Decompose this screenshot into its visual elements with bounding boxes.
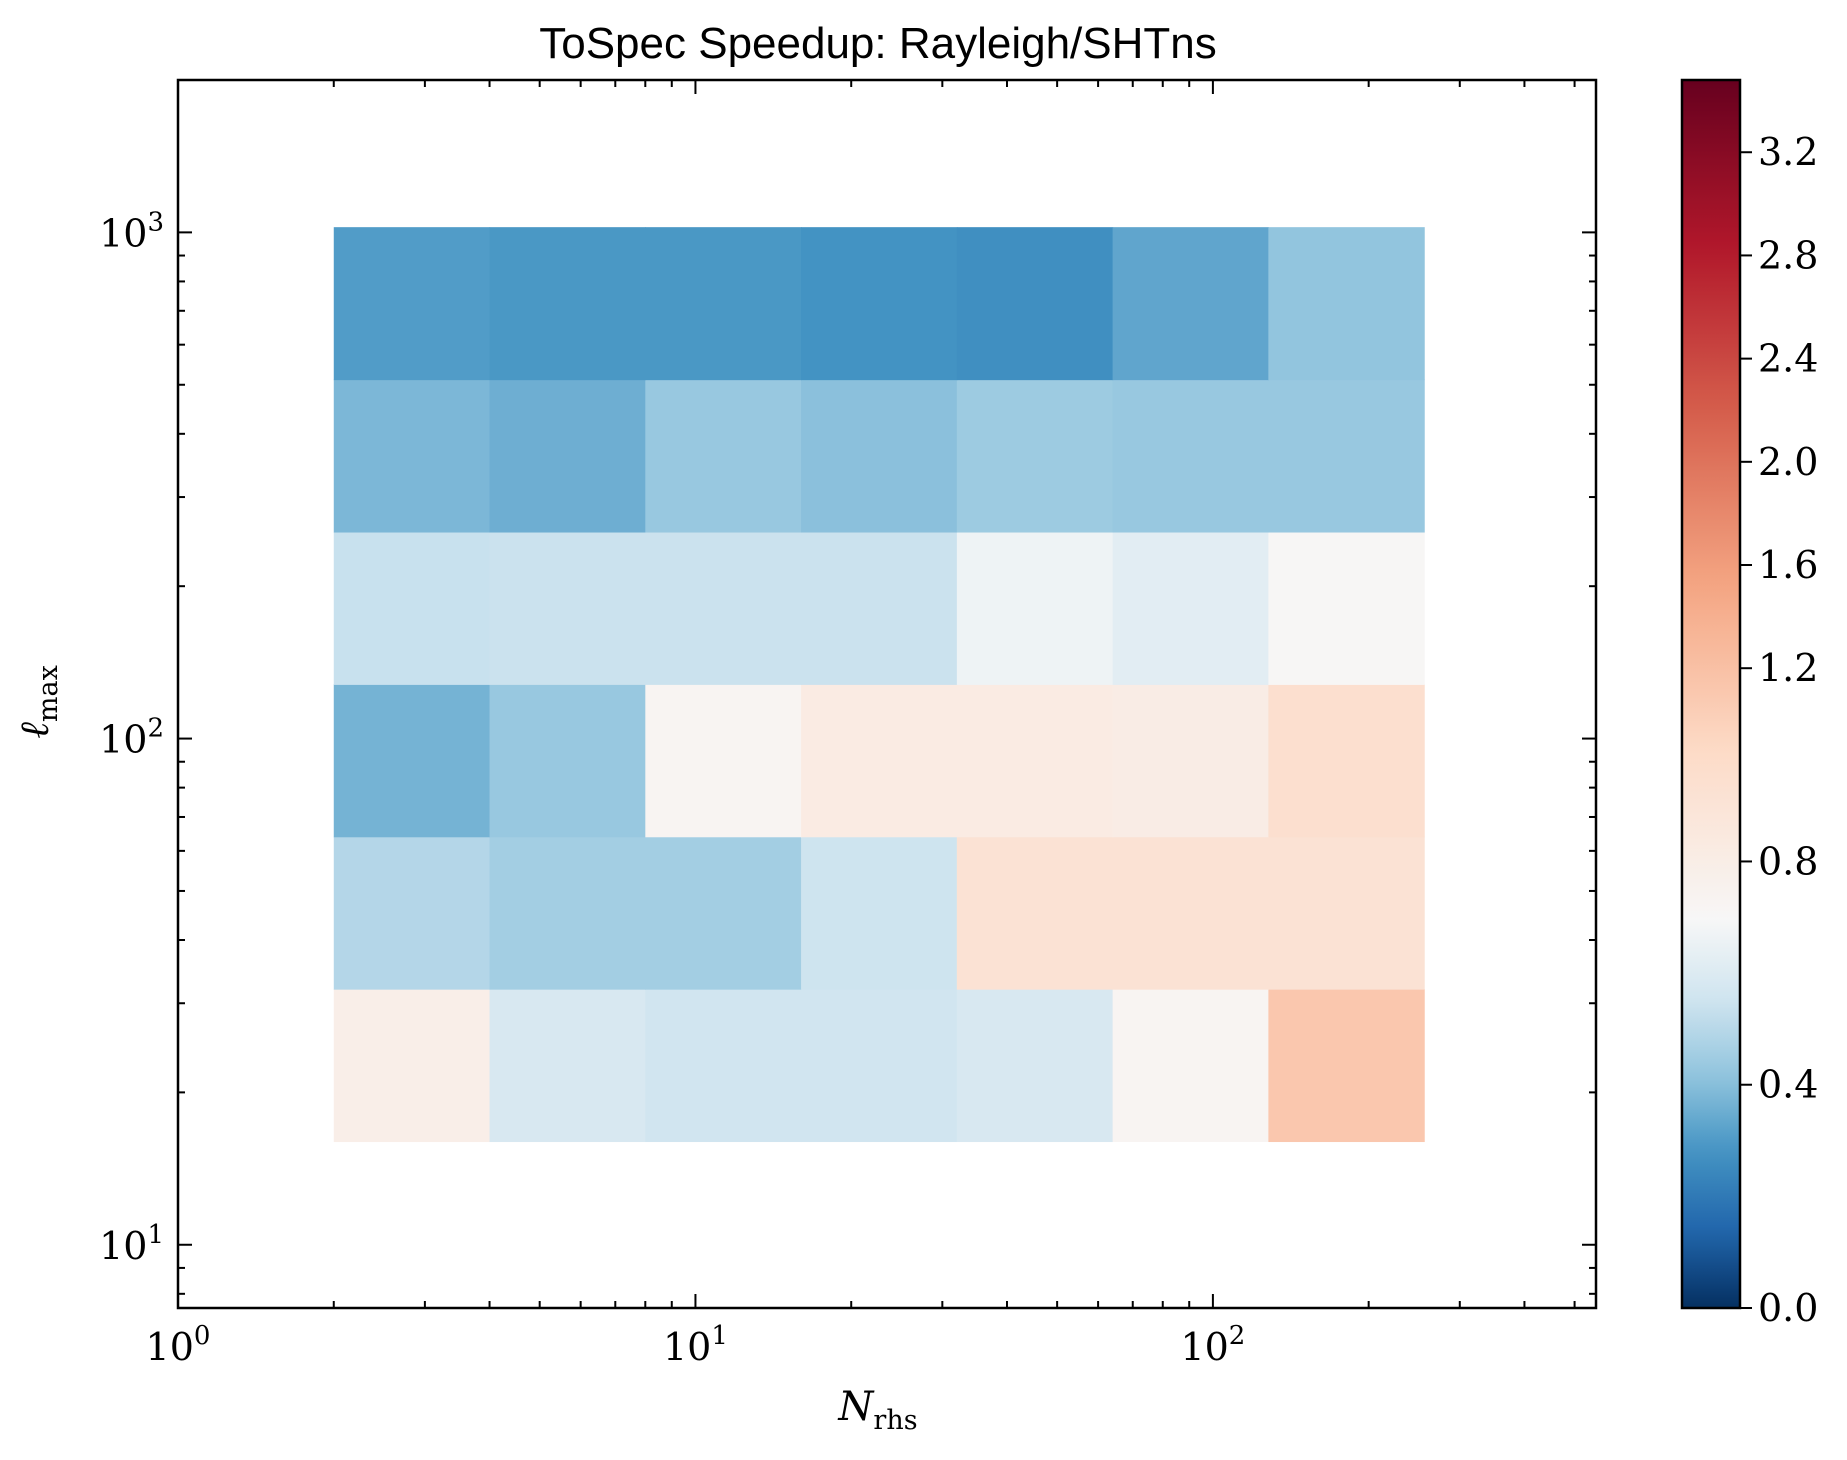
heatmap-cell: [333, 531, 491, 685]
heatmap-cell: [1112, 379, 1269, 533]
heatmap-cell: [489, 989, 646, 1143]
heatmap-cell: [333, 379, 491, 533]
x-tick-label: 100: [146, 1321, 211, 1369]
heatmap-cell: [1268, 379, 1425, 533]
heatmap-cell: [1268, 989, 1425, 1143]
heatmap-cell: [1112, 989, 1269, 1143]
heatmap-cell: [645, 531, 802, 685]
chart-title: ToSpec Speedup: Rayleigh/SHTns: [539, 19, 1217, 68]
heatmap-cell: [645, 227, 802, 381]
y-tick-label: 102: [99, 714, 164, 762]
y-axis-label: ℓmax: [12, 665, 64, 739]
x-axis-label-main: N: [837, 1384, 875, 1430]
y-tick-label: 103: [99, 207, 164, 255]
heatmap-cell: [645, 684, 802, 838]
colorbar-tick-label: 2.0: [1758, 440, 1818, 484]
heatmap-cell: [489, 836, 646, 990]
heatmap-cell: [801, 379, 958, 533]
heatmap-cell: [801, 227, 958, 381]
heatmap-cell: [645, 989, 802, 1143]
y-axis-label-sub: max: [33, 665, 64, 722]
heatmap-cell: [489, 227, 646, 381]
heatmap-cell: [801, 684, 958, 838]
colorbar-tick-label: 0.0: [1758, 1286, 1818, 1330]
heatmap-cells: [333, 227, 1425, 1143]
x-tick-labels: 100 101 102: [146, 1321, 1246, 1369]
heatmap-cell: [956, 684, 1114, 838]
colorbar-tick-label: 2.4: [1758, 337, 1818, 381]
heatmap-cell: [956, 379, 1114, 533]
heatmap-cell: [1268, 531, 1425, 685]
heatmap-cell: [956, 531, 1114, 685]
y-tick-labels: 101 102 103: [99, 207, 164, 1267]
plot-frame: [176, 78, 1598, 1310]
colorbar-ticks: 0.0 0.4 0.8 1.2 1.6 2.0 2.4 2.8 3.2: [1740, 130, 1818, 1330]
y-axis-label-main: ℓ: [12, 722, 58, 739]
x-axis-label-sub: rhs: [873, 1405, 917, 1436]
colorbar: [1682, 80, 1740, 1308]
colorbar-tick-label: 0.8: [1758, 839, 1818, 883]
colorbar-frame: [1680, 78, 1742, 1310]
heatmap-cell: [333, 836, 491, 990]
colorbar-tick-label: 2.8: [1758, 233, 1818, 277]
heatmap-cell: [1112, 836, 1269, 990]
heatmap-cell: [956, 836, 1114, 990]
x-tick-label: 101: [663, 1321, 728, 1369]
heatmap-cell: [1112, 684, 1269, 838]
y-tick-label: 101: [99, 1220, 164, 1268]
heatmap-cell: [489, 531, 646, 685]
heatmap-cell: [1268, 684, 1425, 838]
heatmap-cell: [1112, 531, 1269, 685]
heatmap-cell: [801, 989, 958, 1143]
heatmap-cell: [1112, 227, 1269, 381]
heatmap-cell: [801, 531, 958, 685]
heatmap-cell: [645, 379, 802, 533]
x-axis-label: Nrhs: [837, 1384, 917, 1436]
heatmap-cell: [489, 379, 646, 533]
heatmap-cell: [1268, 227, 1425, 381]
heatmap-cell: [956, 989, 1114, 1143]
heatmap-cell: [333, 227, 491, 381]
colorbar-tick-label: 3.2: [1758, 130, 1818, 174]
heatmap-cell: [489, 684, 646, 838]
heatmap-cell: [801, 836, 958, 990]
heatmap-cell: [1268, 836, 1425, 990]
heatmap-cell: [645, 836, 802, 990]
heatmap-cell: [333, 989, 491, 1143]
heatmap-cell: [956, 227, 1114, 381]
colorbar-tick-label: 1.6: [1758, 543, 1818, 587]
colorbar-tick-label: 0.4: [1758, 1063, 1818, 1107]
x-tick-label: 102: [1180, 1321, 1245, 1369]
heatmap-cell: [333, 684, 491, 838]
colorbar-tick-label: 1.2: [1758, 646, 1818, 690]
